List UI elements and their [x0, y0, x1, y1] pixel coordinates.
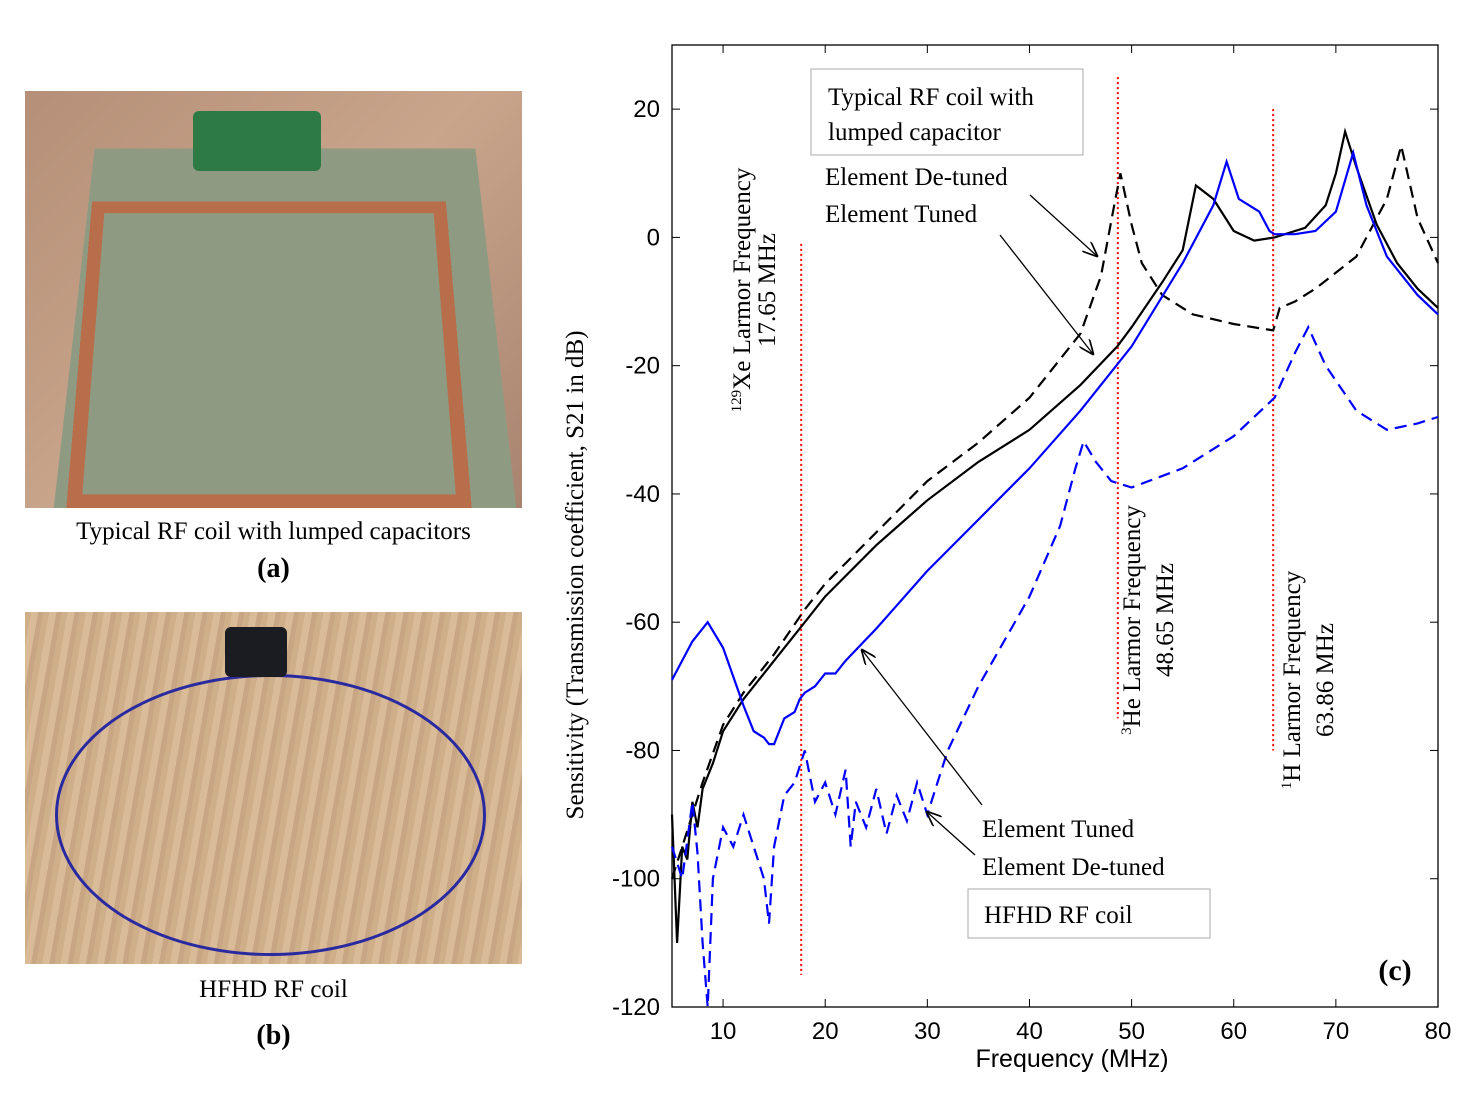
typical-tuned-arrow: [1000, 235, 1093, 354]
typical-box-line2: lumped capacitor: [828, 119, 1002, 146]
panel-label-c: (c): [1378, 954, 1411, 987]
hfhd-tuned-label: Element Tuned: [982, 816, 1135, 843]
y-tick-label: -120: [612, 994, 660, 1021]
typical-detuned-label: Element De-tuned: [825, 164, 1008, 191]
typical-tuned-label: Element Tuned: [825, 201, 978, 228]
larmor-label: 1H Larmor Frequency: [1279, 570, 1306, 789]
hfhd-detuned-label: Element De-tuned: [982, 854, 1165, 881]
y-tick-label: 0: [647, 224, 660, 251]
y-tick-label: -20: [625, 353, 660, 380]
y-tick-label: -100: [612, 866, 660, 893]
larmor-isotope-sup: 3: [1119, 727, 1135, 735]
x-tick-label: 70: [1323, 1018, 1350, 1045]
typical-box-line1: Typical RF coil with: [828, 84, 1034, 111]
larmor-label-text: Xe Larmor Frequency: [729, 167, 756, 390]
hfhd-tuned-arrow: [862, 650, 982, 805]
hfhd-detuned-arrow: [927, 812, 975, 855]
larmor-isotope-sup: 1: [1279, 782, 1295, 790]
y-axis-label: Sensitivity (Transmission coefficient, S…: [562, 331, 589, 820]
y-tick-label: 20: [633, 96, 660, 123]
series-line: [672, 146, 1438, 879]
sensitivity-chart: 10 20 30 40 50 60 70 80200-20-40-60-80-100-120 …: [0, 0, 1472, 1104]
larmor-mhz-label: 48.65 MHz: [1152, 563, 1179, 677]
y-tick-label: -80: [625, 737, 660, 764]
y-tick-label: -60: [625, 609, 660, 636]
larmor-mhz-label: 17.65 MHz: [754, 233, 781, 347]
x-tick-label: 10: [710, 1018, 737, 1045]
x-tick-label: 80: [1425, 1018, 1452, 1045]
larmor-label-text: He Larmor Frequency: [1119, 505, 1146, 728]
larmor-label-text: H Larmor Frequency: [1279, 570, 1306, 782]
larmor-label: 3He Larmor Frequency: [1119, 505, 1146, 735]
x-tick-label: 40: [1016, 1018, 1043, 1045]
typical-detuned-arrow: [1030, 195, 1097, 256]
larmor-mhz-label: 63.86 MHz: [1312, 623, 1339, 737]
x-axis-label: Frequency (MHz): [975, 1045, 1168, 1073]
larmor-label: 129Xe Larmor Frequency: [729, 167, 756, 412]
x-tick-label: 20: [812, 1018, 839, 1045]
larmor-isotope-sup: 129: [729, 390, 745, 413]
hfhd-box-label: HFHD RF coil: [984, 902, 1133, 929]
x-tick-label: 60: [1220, 1018, 1247, 1045]
x-tick-label: 30: [914, 1018, 941, 1045]
x-tick-label: 50: [1118, 1018, 1145, 1045]
y-tick-label: -40: [625, 481, 660, 508]
